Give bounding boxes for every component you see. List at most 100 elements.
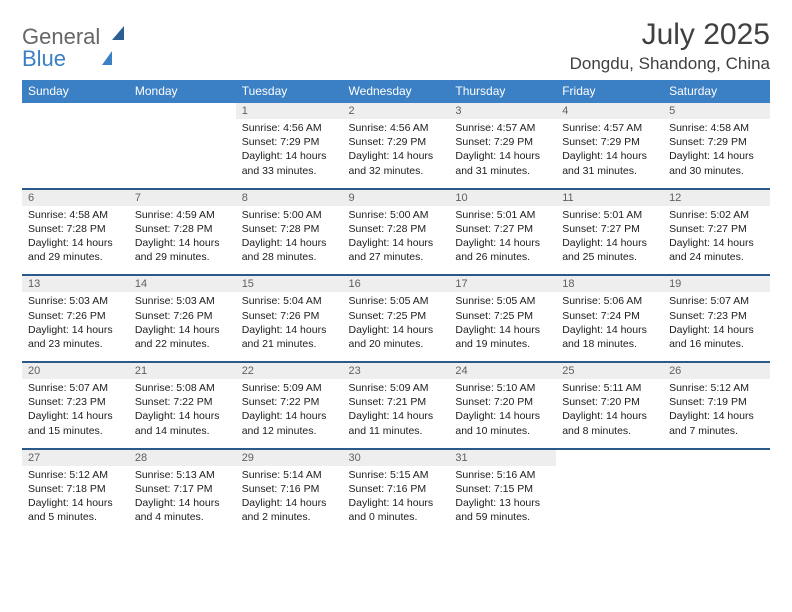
day-info: Sunrise: 5:07 AMSunset: 7:23 PMDaylight:… — [22, 379, 129, 449]
day-info: Sunrise: 4:57 AMSunset: 7:29 PMDaylight:… — [556, 119, 663, 189]
day-number: 26 — [663, 362, 770, 379]
sunrise-line: Sunrise: 5:01 AM — [455, 209, 535, 221]
dow-wednesday: Wednesday — [343, 81, 450, 103]
sunrise-line: Sunrise: 4:57 AM — [455, 122, 535, 134]
day-info: Sunrise: 4:59 AMSunset: 7:28 PMDaylight:… — [129, 206, 236, 276]
daylight-line: Daylight: 14 hours and 30 minutes. — [669, 150, 754, 176]
day-info: Sunrise: 5:10 AMSunset: 7:20 PMDaylight:… — [449, 379, 556, 449]
day-number: 9 — [343, 189, 450, 206]
sunset-line: Sunset: 7:29 PM — [562, 136, 640, 148]
daylight-line: Daylight: 14 hours and 5 minutes. — [28, 497, 113, 523]
day-info: Sunrise: 4:58 AM Sunset: 7:29 PM Daylight:… — [663, 119, 770, 189]
sunrise-line: Sunrise: 5:04 AM — [242, 295, 322, 307]
day-info: Sunrise: 5:12 AM Sunset: 7:19 PM Daylight:… — [663, 379, 770, 449]
daylight-line: Daylight: 14 hours and 7 minutes. — [669, 410, 754, 436]
sunrise-line: Sunrise: 5:00 AM — [242, 209, 322, 221]
sunset-line: Sunset: 7:29 PM — [669, 136, 747, 148]
sunrise-line: Sunrise: 5:14 AM — [242, 469, 322, 481]
empty-cell — [556, 449, 663, 466]
day-info: Sunrise: 5:03 AMSunset: 7:26 PMDaylight:… — [22, 292, 129, 362]
sunrise-line: Sunrise: 4:58 AM — [669, 122, 749, 134]
day-info-row: Sunrise: 5:12 AM Sunset: 7:18 PM Daylight:… — [22, 466, 770, 535]
day-info: Sunrise: 5:13 AMSunset: 7:17 PMDaylight:… — [129, 466, 236, 535]
day-info: Sunrise: 5:02 AMSunset: 7:27 PMDaylight:… — [663, 206, 770, 276]
day-info: Sunrise: 5:15 AMSunset: 7:16 PMDaylight:… — [343, 466, 450, 535]
day-info: Sunrise: 5:03 AMSunset: 7:26 PMDaylight:… — [129, 292, 236, 362]
day-number: 6 — [22, 189, 129, 206]
sunrise-line: Sunrise: 4:57 AM — [562, 122, 642, 134]
daylight-line: Daylight: 14 hours and 29 minutes. — [28, 237, 113, 263]
sunset-line: Sunset: 7:15 PM — [455, 483, 533, 495]
sunset-line: Sunset: 7:28 PM — [135, 223, 213, 235]
sunrise-line: Sunrise: 5:12 AM — [669, 382, 749, 394]
sunset-line: Sunset: 7:29 PM — [242, 136, 320, 148]
dow-tuesday: Tuesday — [236, 81, 343, 103]
daylight-line: Daylight: 14 hours and 0 minutes. — [349, 497, 434, 523]
day-info: Sunrise: 5:00 AMSunset: 7:28 PMDaylight:… — [343, 206, 450, 276]
day-info: Sunrise: 5:09 AMSunset: 7:22 PMDaylight:… — [236, 379, 343, 449]
title-block: July 2025 Dongdu, Shandong, China — [570, 18, 770, 74]
day-number: 31 — [449, 449, 556, 466]
daylight-line: Daylight: 14 hours and 18 minutes. — [562, 324, 647, 350]
brand-triangle-icon — [102, 26, 112, 65]
day-number-row: 6789101112 — [22, 189, 770, 206]
daylight-line: Daylight: 14 hours and 29 minutes. — [135, 237, 220, 263]
daylight-line: Daylight: 14 hours and 14 minutes. — [135, 410, 220, 436]
sunrise-line: Sunrise: 5:12 AM — [28, 469, 108, 481]
dow-monday: Monday — [129, 81, 236, 103]
daylight-line: Daylight: 14 hours and 26 minutes. — [455, 237, 540, 263]
sunrise-line: Sunrise: 5:03 AM — [135, 295, 215, 307]
month-title: July 2025 — [570, 18, 770, 52]
day-info: Sunrise: 5:05 AMSunset: 7:25 PMDaylight:… — [449, 292, 556, 362]
sunset-line: Sunset: 7:26 PM — [242, 310, 320, 322]
sunrise-line: Sunrise: 5:09 AM — [349, 382, 429, 394]
daylight-line: Daylight: 14 hours and 2 minutes. — [242, 497, 327, 523]
sunrise-line: Sunrise: 4:56 AM — [242, 122, 322, 134]
day-number-row: 20212223242526 — [22, 362, 770, 379]
day-number-row: 12345 — [22, 102, 770, 119]
sunrise-line: Sunrise: 5:05 AM — [455, 295, 535, 307]
dow-sunday: Sunday — [22, 81, 129, 103]
daylight-line: Daylight: 14 hours and 10 minutes. — [455, 410, 540, 436]
sunset-line: Sunset: 7:28 PM — [242, 223, 320, 235]
sunset-line: Sunset: 7:25 PM — [349, 310, 427, 322]
day-number: 4 — [556, 102, 663, 119]
day-info: Sunrise: 5:09 AMSunset: 7:21 PMDaylight:… — [343, 379, 450, 449]
day-number: 11 — [556, 189, 663, 206]
day-info: Sunrise: 5:14 AMSunset: 7:16 PMDaylight:… — [236, 466, 343, 535]
day-info: Sunrise: 5:01 AMSunset: 7:27 PMDaylight:… — [556, 206, 663, 276]
page-header: General Blue July 2025 Dongdu, Shandong,… — [22, 18, 770, 74]
day-number: 15 — [236, 275, 343, 292]
day-number: 28 — [129, 449, 236, 466]
day-number: 27 — [22, 449, 129, 466]
brand-part2: Blue — [22, 46, 66, 71]
sunset-line: Sunset: 7:23 PM — [28, 396, 106, 408]
sunset-line: Sunset: 7:17 PM — [135, 483, 213, 495]
sunset-line: Sunset: 7:28 PM — [349, 223, 427, 235]
dow-friday: Friday — [556, 81, 663, 103]
daylight-line: Daylight: 14 hours and 32 minutes. — [349, 150, 434, 176]
sunset-line: Sunset: 7:28 PM — [28, 223, 106, 235]
sunset-line: Sunset: 7:20 PM — [562, 396, 640, 408]
sunset-line: Sunset: 7:22 PM — [242, 396, 320, 408]
empty-cell — [129, 102, 236, 119]
day-info-row: Sunrise: 4:58 AMSunset: 7:28 PMDaylight:… — [22, 206, 770, 276]
sunset-line: Sunset: 7:29 PM — [349, 136, 427, 148]
sunset-line: Sunset: 7:19 PM — [669, 396, 747, 408]
daylight-line: Daylight: 14 hours and 21 minutes. — [242, 324, 327, 350]
sunrise-line: Sunrise: 5:00 AM — [349, 209, 429, 221]
day-number: 23 — [343, 362, 450, 379]
brand-logo: General Blue — [22, 18, 112, 70]
day-number: 3 — [449, 102, 556, 119]
sunrise-line: Sunrise: 5:13 AM — [135, 469, 215, 481]
day-info: Sunrise: 5:07 AMSunset: 7:23 PMDaylight:… — [663, 292, 770, 362]
day-number: 7 — [129, 189, 236, 206]
day-number: 21 — [129, 362, 236, 379]
day-number: 29 — [236, 449, 343, 466]
day-number: 2 — [343, 102, 450, 119]
day-info: Sunrise: 4:56 AMSunset: 7:29 PMDaylight:… — [343, 119, 450, 189]
sunset-line: Sunset: 7:18 PM — [28, 483, 106, 495]
daylight-line: Daylight: 14 hours and 19 minutes. — [455, 324, 540, 350]
sunset-line: Sunset: 7:23 PM — [669, 310, 747, 322]
dow-thursday: Thursday — [449, 81, 556, 103]
